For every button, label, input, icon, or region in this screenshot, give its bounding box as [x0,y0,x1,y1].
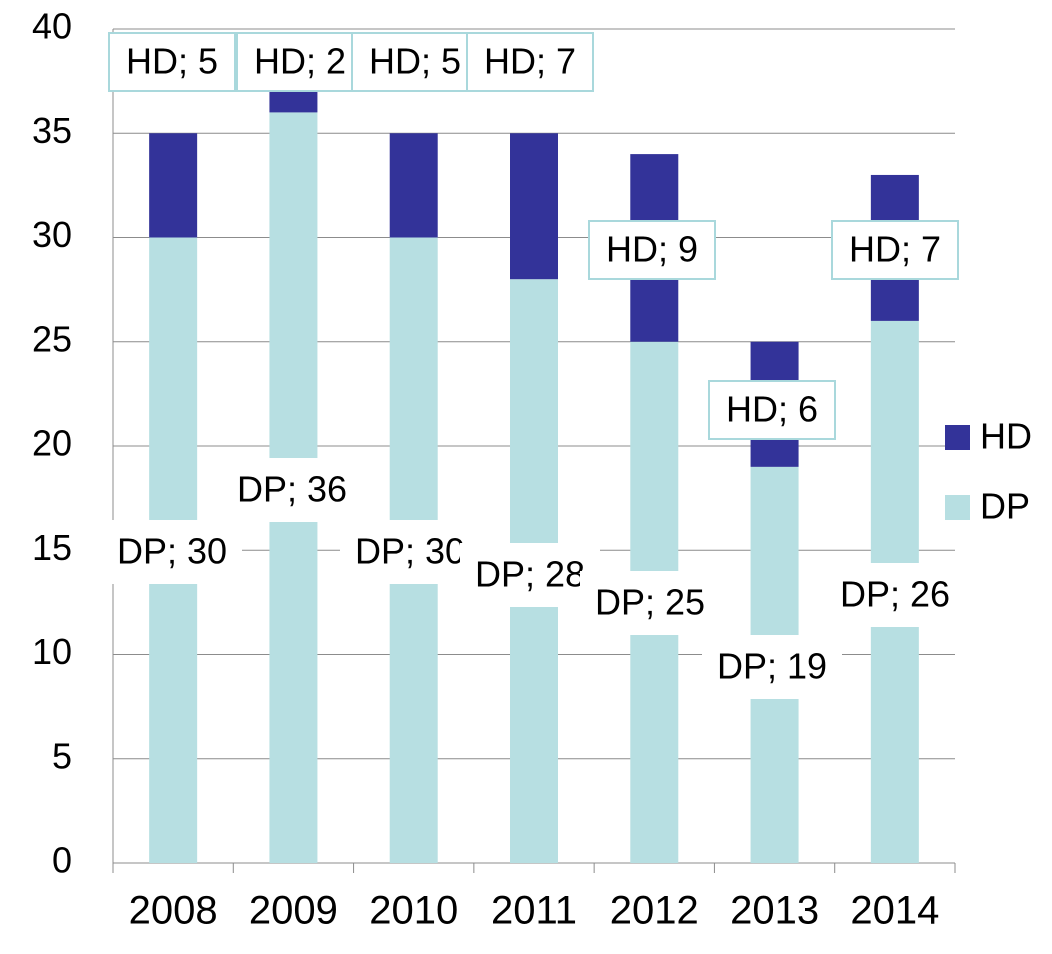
x-tick-label: 2008 [129,889,218,933]
bar-segment [389,133,438,238]
label-box [236,32,364,92]
label-box [102,520,242,584]
label-box [580,571,720,635]
x-tick-label: 2012 [610,889,699,933]
data-label: HD; 6 [726,389,818,430]
legend-label: HD [980,416,1032,457]
bar-segment [510,133,558,280]
y-tick-label: 40 [32,6,72,47]
label-box [460,543,600,607]
label-box [708,380,836,440]
y-tick-label: 10 [32,631,72,672]
y-tick-label: 15 [32,527,72,568]
x-tick-label: 2013 [730,889,819,933]
legend-swatch [945,425,970,450]
bar-segment [149,133,198,238]
x-tick-label: 2009 [249,889,338,933]
data-label: DP; 19 [717,646,827,687]
label-box [702,635,842,699]
data-label: HD; 7 [484,41,576,82]
y-tick-label: 25 [32,318,72,359]
data-label: DP; 36 [237,469,347,510]
label-box [108,32,236,92]
data-label: HD; 5 [369,41,461,82]
label-box [466,32,594,92]
label-box [222,458,362,522]
x-tick-label: 2010 [369,889,458,933]
y-tick-label: 30 [32,214,72,255]
x-tick-label: 2014 [850,889,939,933]
legend-label: DP [980,486,1030,527]
data-label: DP; 30 [117,531,227,572]
legend-swatch [945,495,970,520]
label-box [825,563,965,627]
data-label: HD; 5 [126,41,218,82]
data-label: DP; 28 [475,554,585,595]
label-box [588,220,716,280]
data-label: DP; 30 [355,531,465,572]
label-box [831,220,959,280]
y-tick-label: 20 [32,423,72,464]
y-tick-label: 35 [32,110,72,151]
y-tick-label: 0 [52,840,72,881]
data-label: DP; 25 [595,582,705,623]
y-tick-label: 5 [52,735,72,776]
data-label: DP; 26 [840,574,950,615]
label-box [351,32,479,92]
label-box [340,520,480,584]
data-label: HD; 9 [606,229,698,270]
data-label: HD; 2 [254,41,346,82]
data-label: HD; 7 [849,229,941,270]
x-tick-label: 2011 [491,889,577,933]
